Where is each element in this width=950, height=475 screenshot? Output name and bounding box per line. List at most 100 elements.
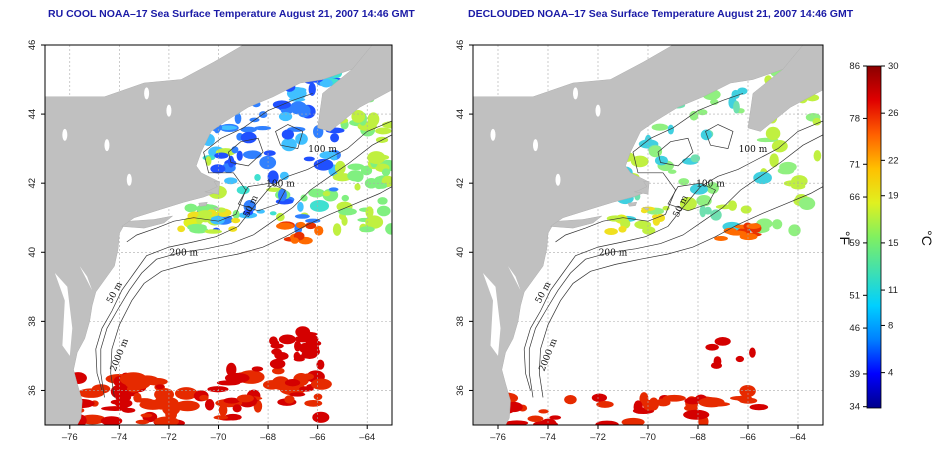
- sst-warm-patch: [643, 400, 656, 411]
- fahrenheit-tick-label: 71: [849, 159, 860, 170]
- sst-warm-patch: [729, 396, 750, 401]
- x-tick-label: –74: [540, 432, 556, 443]
- y-tick-label: 36: [27, 385, 38, 396]
- sst-shelf-patch: [733, 100, 740, 114]
- sst-shelf-patch: [330, 155, 338, 161]
- y-tick-label: 44: [455, 109, 466, 120]
- chesapeake-bay: [54, 273, 73, 356]
- sst-shelf-patch: [667, 169, 677, 174]
- sst-warm-patch: [749, 404, 769, 411]
- sst-warm-patch: [223, 397, 240, 404]
- fahrenheit-tick-label: 51: [849, 290, 860, 301]
- island: [213, 207, 221, 211]
- celsius-tick-label: 19: [888, 191, 899, 202]
- sst-warm-patch: [538, 409, 549, 414]
- y-tick-label: 40: [27, 247, 38, 258]
- sst-warm-patch: [591, 393, 608, 403]
- sst-eddy-patch: [316, 359, 325, 370]
- sst-shelf-patch: [243, 200, 257, 213]
- lake: [595, 104, 601, 117]
- lake: [104, 139, 110, 152]
- sst-eddy-patch: [749, 347, 756, 358]
- sst-shelf-patch: [240, 126, 257, 133]
- sst-shelf-patch: [254, 125, 272, 131]
- sst-warm-patch: [312, 411, 330, 423]
- y-tick-label: 42: [455, 178, 466, 189]
- sst-yellow-patch: [177, 225, 186, 233]
- sst-warm-patch: [140, 413, 153, 418]
- sst-shelf-patch: [769, 153, 779, 168]
- land: [45, 45, 392, 425]
- sst-shelf-patch: [375, 127, 392, 135]
- sst-shelf-patch: [385, 223, 392, 235]
- isobath-label: 200 m: [599, 249, 628, 259]
- sst-eddy-patch: [710, 362, 723, 369]
- sst-shelf-patch: [313, 158, 334, 171]
- sst-shelf-patch: [297, 201, 304, 212]
- celsius-tick-label: 4: [888, 368, 893, 379]
- sst-shelf-patch: [679, 197, 697, 211]
- island: [549, 215, 602, 229]
- x-tick-label: –70: [211, 432, 227, 443]
- sst-yellow-patch: [618, 225, 627, 233]
- sst-shelf-patch: [651, 123, 669, 131]
- chesapeake-bay: [483, 273, 501, 356]
- sst-eddy-patch: [714, 337, 731, 346]
- sst-shelf-patch: [715, 204, 734, 210]
- sst-shelf-patch: [305, 218, 321, 223]
- sst-shelf-patch: [812, 117, 822, 126]
- sst-shelf-patch: [381, 121, 392, 129]
- x-tick-label: –74: [111, 432, 127, 443]
- isobath-line: [523, 120, 823, 391]
- sst-shelf-patch: [700, 129, 712, 141]
- sst-yellow-patch: [196, 215, 204, 225]
- sst-warm-patch: [100, 416, 123, 425]
- sst-shelf-patch: [699, 205, 707, 218]
- island: [317, 45, 392, 132]
- x-tick-label: –76: [62, 432, 78, 443]
- sst-shelf-patch: [210, 216, 225, 225]
- sst-shelf-patch: [704, 206, 712, 215]
- isobath-label: 100 m: [739, 145, 768, 155]
- sst-shelf-patch: [308, 188, 325, 198]
- sst-yellow-patch: [634, 220, 652, 229]
- sst-warm-patch: [224, 413, 242, 421]
- sst-warm-patch: [135, 419, 150, 425]
- sst-shelf-patch: [791, 175, 808, 188]
- sst-eddy-patch: [271, 340, 280, 346]
- sst-shelf-patch: [341, 194, 349, 202]
- sst-shelf-patch: [352, 170, 364, 183]
- sst-front-patch: [314, 225, 324, 236]
- sst-shelf-patch: [184, 203, 198, 213]
- fahrenheit-tick-label: 86: [849, 61, 860, 72]
- sst-warm-patch: [232, 404, 242, 413]
- sst-eddy-patch: [293, 357, 305, 362]
- isobath-line: [100, 134, 392, 398]
- sst-shelf-patch: [765, 126, 781, 141]
- x-tick-label: –72: [590, 432, 606, 443]
- sst-shelf-patch: [269, 211, 277, 216]
- sst-warm-patch: [633, 400, 643, 414]
- sst-warm-patch: [251, 366, 264, 372]
- fahrenheit-tick-label: 34: [849, 402, 860, 413]
- sst-shelf-patch: [328, 187, 339, 192]
- y-tick-label: 36: [455, 385, 466, 396]
- sst-shelf-patch: [706, 181, 719, 194]
- panel-title-left: RU COOL NOAA–17 Sea Surface Temperature …: [48, 8, 415, 20]
- sst-warm-patch: [284, 379, 301, 387]
- x-tick-label: –76: [490, 432, 506, 443]
- sst-shelf-patch: [330, 133, 340, 143]
- celsius-tick-label: 15: [888, 238, 899, 249]
- sst-shelf-patch: [236, 150, 243, 161]
- isobath-line: [110, 186, 392, 398]
- sst-warm-patch: [115, 393, 132, 402]
- isobath-line: [555, 93, 744, 243]
- sst-warm-patch: [174, 387, 198, 400]
- sst-yellow-patch: [204, 229, 223, 234]
- sst-warm-patch: [595, 420, 619, 425]
- sst-shelf-patch: [354, 183, 361, 191]
- sst-warm-patch: [154, 395, 169, 410]
- sst-eddy-patch: [269, 358, 286, 369]
